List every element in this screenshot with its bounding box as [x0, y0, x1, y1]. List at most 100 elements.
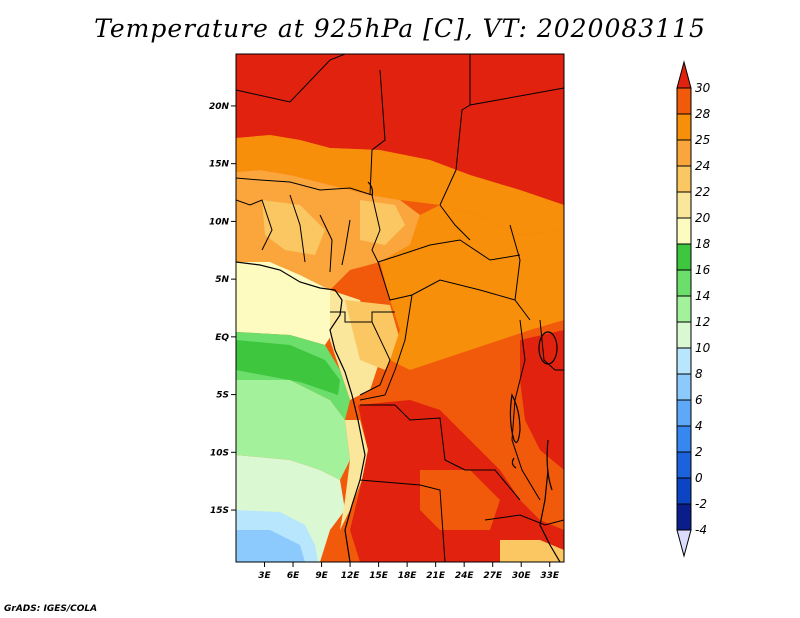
- colorbar-label-2: 2: [695, 445, 703, 459]
- field-over-30-east: [520, 330, 564, 470]
- colorbar-segment-15: [676, 451, 692, 479]
- border-drc-east: [511, 319, 541, 501]
- colorbar-label-16: 16: [695, 263, 711, 277]
- colorbar-over-arrow: [676, 60, 692, 89]
- border-gabon: [330, 311, 395, 323]
- colorbar-segment-4: [676, 165, 692, 193]
- colorbar-segment-9: [676, 295, 692, 323]
- border-chad-east: [439, 54, 471, 206]
- colorbar-label-10: 10: [695, 341, 711, 355]
- border-zambia-south: [484, 514, 564, 526]
- border-west-africa-3: [319, 214, 333, 273]
- lat-tick-label-10S: 10S: [210, 448, 229, 458]
- country-boundaries: [236, 54, 564, 562]
- lon-tick-label-21E: 21E: [426, 571, 446, 581]
- lon-tick-label-18E: 18E: [398, 571, 418, 581]
- coastline: [236, 261, 561, 562]
- colorbar-label-8: 8: [695, 367, 703, 381]
- field-22-west-africa: [262, 200, 325, 255]
- colorbar-segment-14: [676, 425, 692, 453]
- colorbar-segment-1: [676, 87, 692, 115]
- colorbar-segment-10: [676, 321, 692, 349]
- colorbar-segment-12: [676, 373, 692, 401]
- border-chad-car: [439, 204, 471, 241]
- lon-tick-label-3E: 3E: [258, 571, 271, 581]
- lat-tick-label-15S: 15S: [210, 506, 229, 516]
- lon-tick-label-9E: 9E: [315, 571, 328, 581]
- lat-tick-label-20N: 20N: [209, 102, 230, 112]
- border-south-sudan: [509, 224, 531, 321]
- field-22-nigeria: [360, 200, 405, 245]
- field-over-30-north: [236, 54, 564, 205]
- lakes: [367, 181, 558, 491]
- border-congo: [359, 321, 391, 396]
- colorbar-label-14: 14: [695, 289, 710, 303]
- colorbar-segment-7: [676, 243, 692, 271]
- colorbar-label--4: -4: [695, 523, 707, 537]
- border-sahel: [236, 177, 373, 196]
- lake-malawi: [546, 439, 553, 491]
- colorbar-segment-13: [676, 399, 692, 427]
- colorbar-label-24: 24: [695, 159, 710, 173]
- field-20-angola-coast: [340, 420, 368, 530]
- lake-chad: [367, 181, 374, 197]
- colorbar-segment-16: [676, 477, 692, 505]
- lon-tick-label-33E: 33E: [540, 571, 560, 581]
- border-west-africa-1: [236, 199, 273, 251]
- colorbar-label-0: 0: [695, 471, 703, 485]
- border-angola-drc: [360, 404, 521, 501]
- border-cameroon-north: [371, 194, 381, 263]
- field-28-zambia: [420, 470, 500, 530]
- field-25-sahel: [236, 135, 564, 235]
- lon-tick-label-30E: 30E: [512, 571, 532, 581]
- field-12-ocean-south: [236, 380, 350, 480]
- lake-victoria: [538, 331, 558, 365]
- colorbar-label-6: 6: [695, 393, 703, 407]
- lake-mweru: [511, 457, 517, 469]
- lat-tick-label-5S: 5S: [216, 391, 229, 401]
- field-22-mozambique: [500, 540, 564, 562]
- lake-tanganyika: [509, 393, 521, 443]
- coast-atlantic: [236, 261, 366, 562]
- field-18-gulf-of-guinea: [236, 262, 335, 345]
- border-angola-namibia: [359, 479, 446, 562]
- axis-ticks: 3E 6E 9E 12E 15E 18E 21E 24E 27E 30E 33E 20N 15N 10N 5…: [209, 102, 560, 581]
- colorbar-segment-17: [676, 503, 692, 531]
- border-niger-east: [369, 69, 386, 196]
- border-algeria-mali: [236, 54, 346, 103]
- field-20-gabon-coast: [330, 290, 380, 400]
- lat-tick-label-15N: 15N: [209, 160, 230, 170]
- border-drc-west: [359, 294, 413, 401]
- map-frame: [235, 53, 565, 563]
- colorbar-label-25: 25: [695, 133, 710, 147]
- field-24-west-africa: [236, 170, 420, 290]
- field-16-ocean-equatorial: [236, 340, 340, 395]
- colorbar-label--2: -2: [695, 497, 707, 511]
- lon-tick-label-27E: 27E: [483, 571, 503, 581]
- colorbar-segment-8: [676, 269, 692, 297]
- colorbar-label-12: 12: [695, 315, 710, 329]
- border-kenya: [539, 319, 564, 371]
- field-6-ocean-south: [236, 530, 305, 562]
- lon-tick-label-24E: 24E: [455, 571, 475, 581]
- lon-tick-label-6E: 6E: [287, 571, 300, 581]
- border-libya-sudan: [469, 87, 564, 106]
- lon-tick-label-15E: 15E: [369, 571, 389, 581]
- border-car-north: [377, 239, 521, 263]
- colorbar-segment-5: [676, 191, 692, 219]
- coast-mozambique: [539, 469, 561, 562]
- colorbar-label-22: 22: [695, 185, 710, 199]
- border-west-africa-4: [341, 219, 351, 266]
- border-drc-north: [377, 261, 516, 301]
- lat-tick-label-EQ: EQ: [215, 333, 229, 343]
- lon-tick-label-12E: 12E: [341, 571, 361, 581]
- temperature-field: [236, 54, 564, 562]
- border-west-africa-2: [289, 194, 306, 263]
- lat-tick-label-10N: 10N: [209, 217, 230, 227]
- colorbar-label-30: 30: [695, 81, 711, 95]
- colorbar-label-20: 20: [695, 211, 711, 225]
- colorbar-label-28: 28: [695, 107, 711, 121]
- colorbar-segment-3: [676, 139, 692, 167]
